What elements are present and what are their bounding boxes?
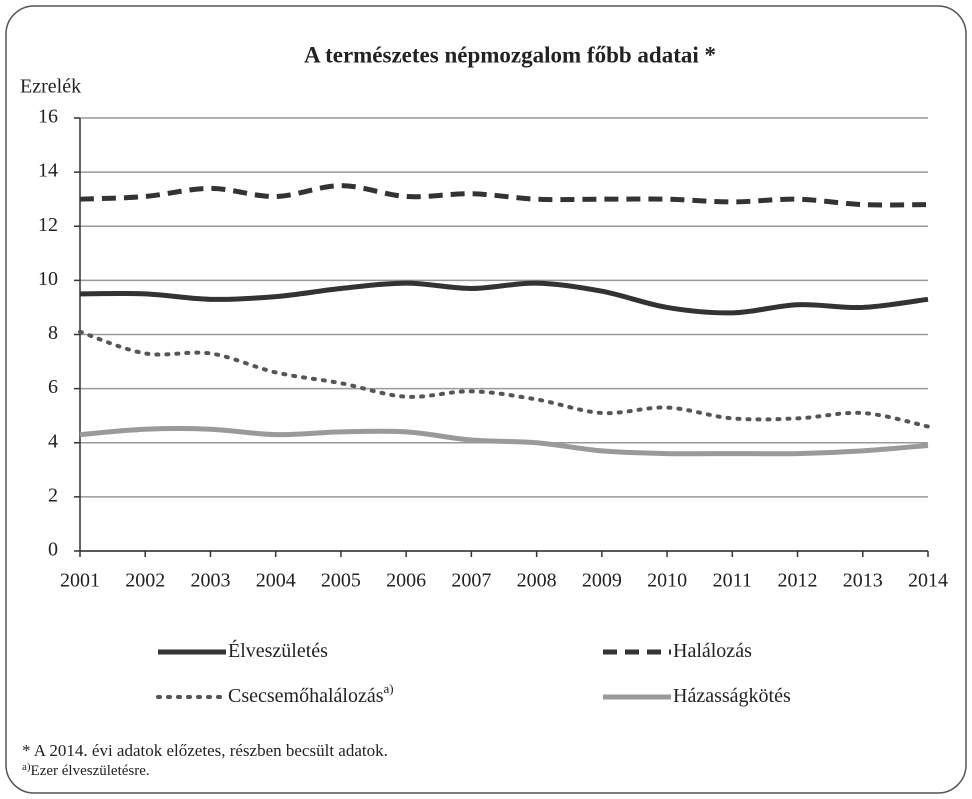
legend-label: Halálozás: [673, 640, 752, 662]
x-tick-label: 2008: [517, 570, 557, 592]
y-tick-label: 10: [38, 268, 58, 290]
legend-name: Csecsemőhalálozás: [228, 685, 384, 707]
x-tick-label: 2001: [60, 570, 100, 592]
x-tick-label: 2002: [125, 570, 165, 592]
legend-name: Élveszületés: [228, 639, 328, 662]
x-tick-label: 2003: [190, 570, 230, 592]
series-line: [79, 183, 929, 208]
x-tick-label: 2004: [256, 570, 296, 592]
legend-note: a): [384, 681, 394, 696]
x-tick-label: 2014: [908, 570, 948, 592]
legend-label: Élveszületés: [228, 639, 328, 662]
x-tick-label: 2012: [778, 570, 818, 592]
series-line: [79, 426, 929, 457]
x-tick-label: 2009: [582, 570, 622, 592]
y-tick-label: 8: [48, 322, 58, 344]
series-line: [79, 280, 929, 316]
x-tick-label: 2010: [647, 570, 687, 592]
footnote-mark: a): [22, 761, 31, 773]
y-axis-label: Ezrelék: [20, 76, 81, 98]
x-tick-label: 2006: [386, 570, 426, 592]
y-tick-label: 0: [48, 539, 58, 561]
y-tick-label: 4: [48, 430, 58, 452]
legend-name: Házasságkötés: [673, 685, 791, 707]
x-tick-label: 2011: [713, 570, 752, 592]
y-tick-label: 2: [48, 484, 58, 506]
footnote-text: * A 2014. évi adatok előzetes, részben b…: [22, 741, 388, 760]
y-tick-label: 14: [38, 160, 58, 182]
x-tick-label: 2005: [321, 570, 361, 592]
frame: [5, 5, 967, 794]
chart-title: A természetes népmozgalom főbb adatai *: [304, 42, 716, 67]
legend-label: Csecsemőhalálozása): [228, 681, 394, 707]
legend-label: Házasságkötés: [673, 685, 791, 707]
footnote: * A 2014. évi adatok előzetes, részben b…: [22, 741, 388, 760]
y-tick-label: 16: [38, 106, 58, 128]
y-tick-label: 12: [38, 214, 58, 236]
series-line: [78, 329, 930, 429]
y-tick-label: 6: [48, 376, 58, 398]
footnote-text: Ezer élveszületésre.: [31, 763, 150, 779]
x-tick-label: 2013: [843, 570, 883, 592]
legend-name: Halálozás: [673, 640, 752, 662]
x-tick-label: 2007: [451, 570, 491, 592]
footnote: a)Ezer élveszületésre.: [22, 761, 150, 780]
